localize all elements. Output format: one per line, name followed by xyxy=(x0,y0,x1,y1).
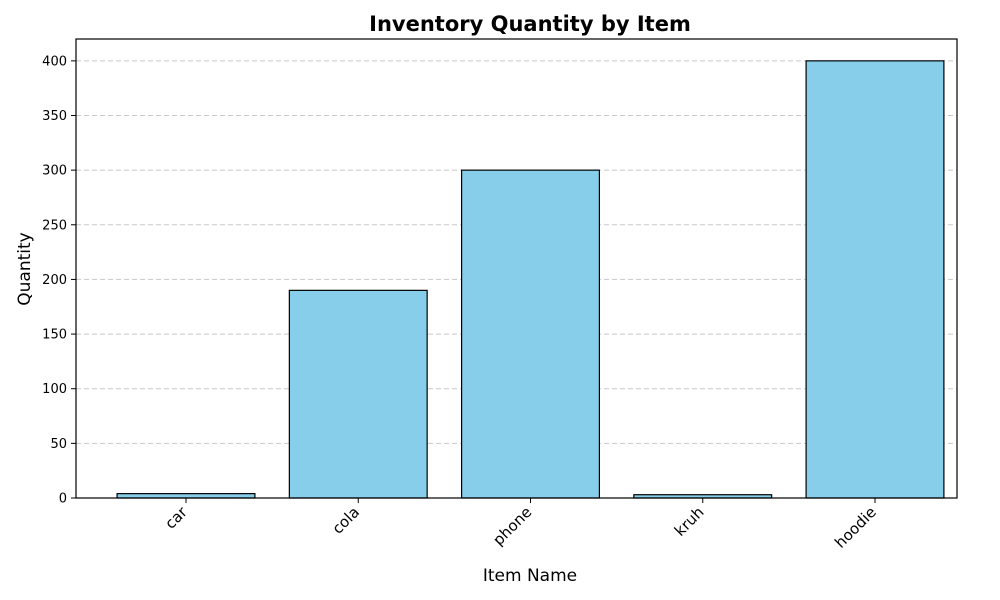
bar-phone xyxy=(461,169,601,499)
x-tick-label-kruh: kruh xyxy=(671,503,708,540)
x-axis-label: Item Name xyxy=(483,566,577,586)
y-tick-label: 100 xyxy=(42,382,67,397)
y-tick-label: 300 xyxy=(42,164,67,179)
bar-car xyxy=(116,493,256,499)
x-tick-label-hoodie: hoodie xyxy=(831,503,880,552)
bars xyxy=(116,60,945,499)
x-tick-label-phone: phone xyxy=(489,503,535,549)
y-tick-label: 350 xyxy=(42,109,67,124)
x-axis-ticks: car cola phone kruh hoodie xyxy=(161,498,880,552)
plot-frame xyxy=(75,38,958,499)
y-tick-label: 200 xyxy=(42,273,67,288)
y-tick-label: 250 xyxy=(42,218,67,233)
y-axis-label: Quantity xyxy=(15,232,35,305)
y-tick-label: 400 xyxy=(42,54,67,69)
bar-cola xyxy=(288,289,428,499)
chart-title: Inventory Quantity by Item xyxy=(369,12,691,36)
y-tick-label: 150 xyxy=(42,328,67,343)
x-tick-label-cola: cola xyxy=(329,503,364,538)
y-tick-label: 0 xyxy=(59,492,67,507)
bar-hoodie xyxy=(805,60,945,499)
y-axis-ticks: 0 50 100 150 200 250 300 350 400 xyxy=(42,54,76,507)
y-tick-label: 50 xyxy=(50,437,67,452)
x-tick-label-car: car xyxy=(161,503,191,533)
